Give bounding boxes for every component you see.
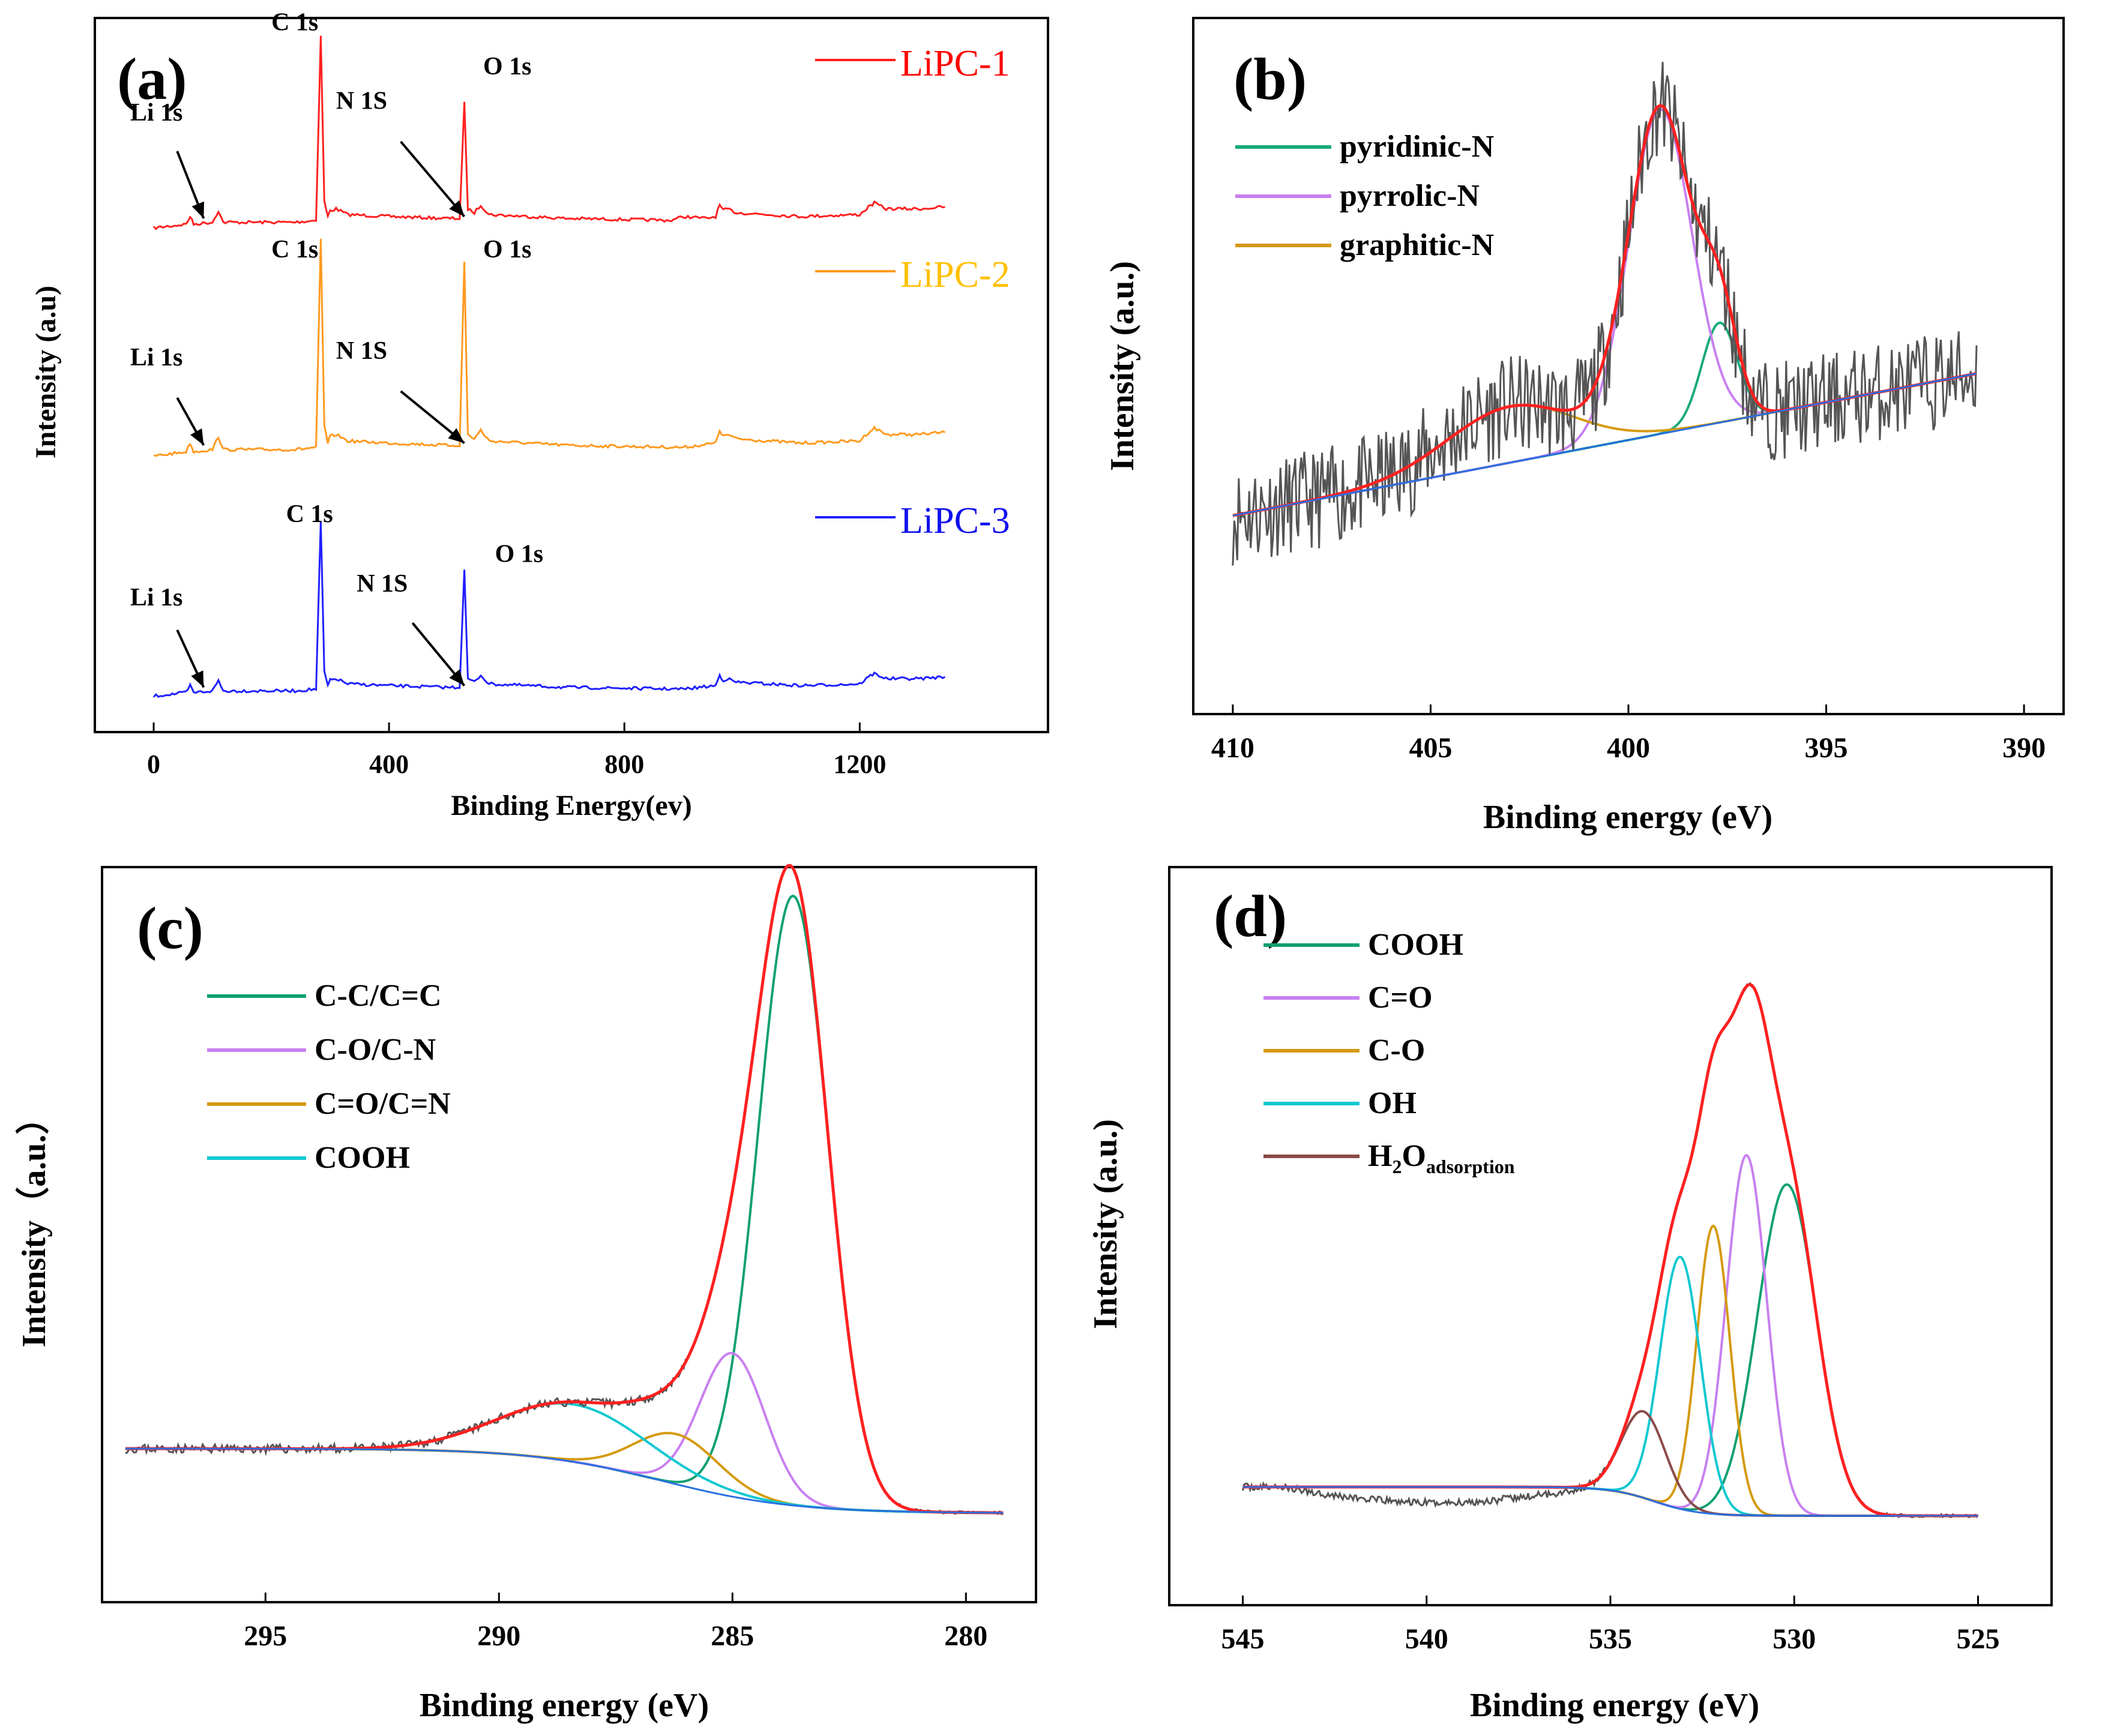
panel-a-legend: LiPC-1 LiPC-2 LiPC-3 [815,43,1010,541]
panel-b-legend: pyridinic-N pyrrolic-N graphitic-N [1235,130,1494,262]
panel-a-arrow-head [448,428,465,443]
panel-b-xtick-label: 395 [1805,732,1848,764]
panel-b-ylabel: Intensity (a.u.) [1104,261,1141,471]
panel-a-xlabel: Binding Energy(ev) [451,790,691,821]
panel-a-peak-label: N 1S [357,570,408,598]
panel-b-xticks: 410 405 400 395 390 [1211,704,2046,764]
panel-a-xtick-label: 800 [604,749,644,779]
panel-c-baseline-line [125,1447,1004,1514]
panel-d-legend-label: C-O [1368,1033,1425,1068]
panel-d-xlabel: Binding energy (eV) [1470,1687,1759,1724]
panel-d-legend-label-sub: 2 [1392,1156,1402,1177]
panel-a-series-line [152,521,946,698]
panel-c-plot [125,863,1004,1516]
panel-c-xlabel: Binding energy (eV) [420,1687,709,1724]
panel-d-legend-label: OH [1368,1086,1417,1120]
panel-d-xtick-label: 525 [1957,1623,2000,1655]
panel-d-xtick-label: 540 [1405,1623,1448,1655]
panel-b-letter: (b) [1233,46,1307,112]
panel-a-letter: (a) [117,46,187,112]
panel-a-peak-label: Li 1s [130,99,183,127]
panel-d-letter: (d) [1214,883,1287,949]
panel-a-peak-label: Li 1s [130,584,183,611]
panel-d-legend-label-part: O [1402,1139,1426,1173]
panel-c-xtick-label: 290 [477,1620,520,1652]
panel-c-legend-label: C-O/C-N [315,1033,436,1067]
panel-c-letter: (c) [137,895,203,961]
panel-a-peak-label: O 1s [483,236,532,263]
panel-b-xtick-label: 410 [1211,732,1254,764]
panel-b-legend-label: pyrrolic-N [1340,179,1480,213]
panel-a-arrow-head [191,201,205,218]
panel-a-peak-label: Li 1s [130,344,183,371]
panel-a-annotations: C 1s N 1S O 1s Li 1s C 1s N 1S O 1s Li 1s C 1s N … [130,8,544,688]
panel-a-peak-label: C 1s [271,8,318,36]
panel-a-xticks: 0 400 800 1200 [147,722,886,779]
panel-d-xtick-label: 535 [1589,1623,1632,1655]
panel-a-peak-label: O 1s [495,541,544,568]
panel-b-xtick-label: 390 [2002,732,2046,764]
panel-a-series-line [152,35,945,230]
panel-d-plot [1242,982,1979,1519]
panel-c-xtick-label: 280 [944,1620,987,1652]
panel-d-xtick-label: 530 [1772,1623,1816,1655]
panel-c-frame [101,866,1037,1603]
panel-b-xtick-label: 400 [1607,732,1650,764]
panel-c-xtick-label: 295 [244,1620,287,1652]
panel-d-legend-label-sub: adsorption [1426,1156,1515,1177]
panel-c-legend-label: COOH [315,1141,410,1175]
panel-c-legend: C-C/C=C C-O/C-N C=O/C=N COOH [207,979,451,1175]
panel-c-xtick-label: 285 [711,1620,754,1652]
panel-d-xtick-label: 545 [1221,1623,1265,1655]
panel-a-arrow-head [449,669,465,686]
panel-c-legend-label: C-C/C=C [315,979,442,1013]
panel-c-ylabel: Intensity（a.u.） [15,1101,53,1348]
panel-d-legend-label: H2Oadsorption [1368,1139,1515,1177]
panel-a-series-line [153,238,946,457]
panel-b-legend-label: pyridinic-N [1340,130,1494,164]
panel-a-peak-label: N 1S [336,88,387,115]
panel-d-legend-label: COOH [1368,928,1463,962]
panel-b-legend-label: graphitic-N [1340,228,1494,262]
panel-a-ylabel: Intensity (a.u) [30,286,62,458]
panel-a-series [152,35,946,698]
panel-a: (a) 0 400 800 1200 C 1s N 1S O 1s Li 1s C 1s N 1… [30,8,1049,821]
panel-b-xlabel: Binding energy (eV) [1483,799,1772,836]
panel-a-legend-label: LiPC-1 [900,43,1010,84]
panel-a-peak-label: O 1s [483,53,532,80]
panel-c-xticks: 295 290 285 280 [244,1593,987,1652]
panel-d-ylabel: Intensity (a.u.) [1087,1119,1124,1329]
panel-b-baseline-line [1232,373,1977,517]
panel-d: (d) 545 540 535 530 525 COOHC=OC-OOHH2Oadsor… [1087,866,2053,1724]
panel-b-xtick-label: 405 [1409,732,1452,764]
panel-b-plot [1232,62,1978,566]
panel-a-peak-label: C 1s [286,500,333,528]
panel-a-xtick-label: 0 [147,749,160,779]
panel-a-peak-label: C 1s [271,236,318,263]
panel-a-arrow-head [449,200,465,217]
panel-c: (c) 295 290 285 280 C-C/C=C C-O/C-N C=O/C=N CO… [15,863,1037,1724]
panel-a-xtick-label: 400 [369,749,409,779]
panel-a-frame [94,17,1049,733]
panel-b-raw-data-line [1232,62,1978,566]
panel-a-arrow-shaft [400,140,466,218]
panel-c-legend-label: C=O/C=N [315,1087,451,1121]
panel-d-baseline-line [1242,1486,1978,1517]
panel-a-arrow-head [191,670,204,688]
panel-a-legend-label: LiPC-3 [900,500,1010,541]
panel-b: (b) 410 405 400 395 390 pyridinic-N pyrrolic-… [1104,17,2065,836]
panel-a-peak-label: N 1S [336,337,387,365]
panel-a-legend-label: LiPC-2 [900,254,1010,295]
panel-a-arrow-head [190,428,204,445]
panel-d-legend-label: C=O [1368,981,1433,1015]
panel-d-xticks: 545 540 535 530 525 [1221,1596,2000,1655]
panel-d-legend-label-part: H [1368,1139,1392,1173]
panel-a-xtick-label: 1200 [833,749,886,779]
